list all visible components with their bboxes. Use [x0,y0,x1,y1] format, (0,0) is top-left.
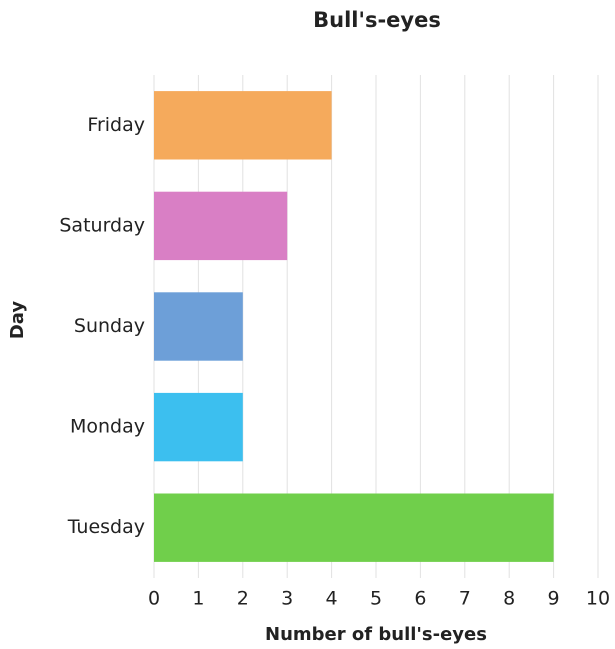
bar [154,392,243,462]
bar [154,493,554,562]
bar [154,91,332,160]
x-tick-label: 6 [414,588,426,610]
x-tick-label: 10 [586,588,610,610]
y-tick-label: Monday [70,416,145,438]
x-tick-label: 7 [459,588,471,610]
y-tick-label: Tuesday [67,516,145,538]
x-tick-label: 5 [370,588,382,610]
x-tick-label: 4 [326,588,338,610]
x-tick-label: 3 [281,588,293,610]
x-tick-label: 0 [148,588,160,610]
y-axis-label: Day [7,301,28,340]
y-tick-label: Sunday [74,315,145,337]
x-tick-label: 8 [503,588,515,610]
y-tick-label: Saturday [59,214,145,236]
bar [154,191,288,261]
chart-title: Bull's-eyes [313,8,441,32]
x-tick-label: 9 [548,588,560,610]
y-tick-label: Friday [87,114,145,136]
bar [154,292,243,361]
x-tick-label: 2 [237,588,249,610]
x-axis-label: Number of bull's-eyes [265,624,487,645]
x-tick-label: 1 [192,588,204,610]
